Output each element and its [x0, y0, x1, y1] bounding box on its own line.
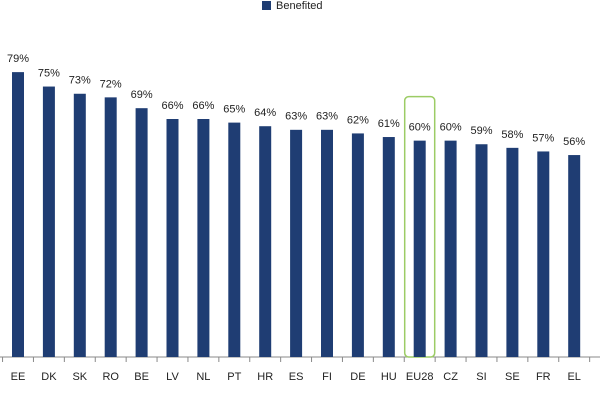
bar — [351, 133, 364, 357]
value-label: 65% — [223, 104, 245, 116]
x-tick-label: ES — [289, 371, 304, 383]
legend-swatch — [262, 1, 271, 10]
value-label: 64% — [254, 107, 276, 119]
value-label: 61% — [378, 118, 400, 130]
value-label: 59% — [470, 125, 492, 137]
value-label: 62% — [347, 114, 369, 126]
bar — [537, 151, 550, 357]
value-label: 63% — [316, 111, 338, 123]
x-tick-label: DK — [41, 371, 57, 383]
x-tick-label: EE — [11, 371, 26, 383]
x-tick-label: SI — [476, 371, 486, 383]
x-tick-label: PT — [227, 371, 241, 383]
x-tick-label: EL — [567, 371, 580, 383]
bar — [104, 97, 117, 357]
bar — [475, 144, 488, 357]
x-tick-label: HR — [257, 371, 273, 383]
value-label: 73% — [69, 75, 91, 87]
x-tick-label: BE — [134, 371, 149, 383]
bar — [290, 129, 303, 357]
value-label: 57% — [532, 132, 554, 144]
value-label: 79% — [7, 53, 29, 65]
x-tick-label: FI — [322, 371, 332, 383]
bar — [413, 140, 426, 357]
value-label: 72% — [100, 78, 122, 90]
bar — [506, 147, 519, 357]
x-tick-label: EU28 — [406, 371, 434, 383]
value-label: 66% — [161, 100, 183, 112]
x-tick-label: LV — [166, 371, 179, 383]
value-label: 58% — [501, 129, 523, 141]
bar — [228, 122, 241, 357]
bar — [12, 72, 24, 357]
x-tick-label: HU — [381, 371, 397, 383]
x-tick-label: CZ — [443, 371, 458, 383]
bar — [444, 140, 457, 357]
bar — [321, 129, 333, 357]
value-label: 56% — [563, 136, 585, 148]
x-tick-label: SE — [505, 371, 520, 383]
bar — [166, 119, 179, 357]
bar — [197, 119, 210, 357]
x-tick-label: SK — [72, 371, 87, 383]
value-label: 63% — [285, 111, 307, 123]
bar — [259, 126, 272, 357]
bar — [382, 137, 395, 357]
x-tick-label: NL — [196, 371, 210, 383]
legend-label: Benefited — [276, 0, 322, 12]
value-label: 69% — [131, 89, 153, 101]
bar — [42, 86, 55, 357]
x-tick-label: FR — [536, 371, 551, 383]
x-tick-label: DE — [350, 371, 365, 383]
value-label: 75% — [38, 67, 60, 79]
bar — [568, 155, 581, 357]
x-tick-label: RO — [102, 371, 119, 383]
value-label: 66% — [192, 100, 214, 112]
value-label: 60% — [440, 122, 462, 134]
bar — [135, 108, 148, 357]
value-label: 60% — [409, 122, 431, 134]
bar — [73, 93, 86, 358]
